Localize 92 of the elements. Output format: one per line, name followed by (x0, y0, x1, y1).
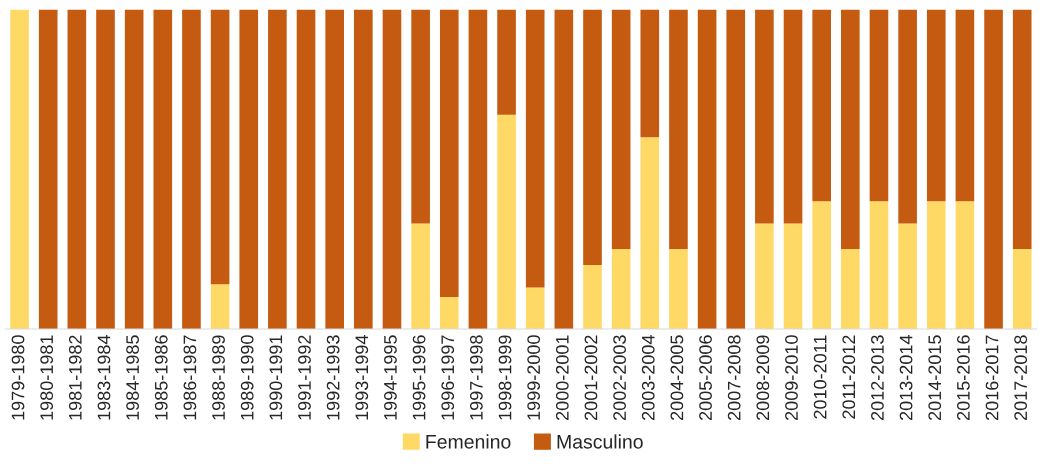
x-tick-label: 2015-2016 (956, 335, 970, 420)
x-tick-label: 2013-2014 (899, 335, 913, 420)
x-tick-label: 1989-1990 (240, 335, 254, 420)
bar (869, 201, 889, 329)
x-tick-label: 2003-2004 (641, 335, 655, 420)
bar (926, 9, 946, 202)
x-tick-label: 2017-2018 (1014, 335, 1028, 420)
bar (354, 9, 373, 329)
bar (38, 9, 58, 329)
bar (210, 9, 230, 285)
bar (1012, 249, 1032, 329)
bar (955, 201, 975, 329)
x-tick-label: 2001-2002 (584, 335, 598, 420)
bar (439, 9, 459, 298)
x-tick-label: 1997-1998 (469, 335, 483, 420)
bar (96, 9, 115, 329)
x-tick-label: 1993-1994 (355, 335, 369, 420)
x-tick-label: 2002-2003 (613, 335, 626, 420)
x-tick-label: 2004-2005 (670, 335, 684, 420)
x-tick-label: 2016-2017 (985, 335, 999, 420)
x-tick-label: 2011-2012 (842, 335, 856, 419)
bar (67, 9, 87, 329)
bar (554, 9, 574, 329)
bar (583, 9, 602, 266)
bar (669, 9, 688, 250)
bar (869, 9, 889, 202)
x-tick-label: 2012-2013 (871, 335, 884, 420)
bar (726, 9, 746, 329)
bar (497, 9, 516, 115)
bar (382, 9, 402, 329)
bar (812, 201, 831, 329)
bar (1012, 9, 1032, 250)
x-tick-label: 2010-2011 (813, 335, 827, 419)
x-tick-label: 1981-1982 (68, 335, 82, 420)
x-tick-label: 2007-2008 (727, 335, 741, 420)
bar (783, 9, 803, 224)
x-tick-label: 2008-2009 (756, 335, 770, 420)
bar (898, 9, 917, 224)
bar (411, 9, 430, 224)
bar (755, 9, 774, 224)
bar (411, 223, 430, 329)
bar (669, 249, 688, 329)
bar (640, 9, 660, 138)
bar (10, 9, 29, 329)
x-tick-label: 1995-1996 (412, 335, 426, 420)
bar (239, 9, 259, 329)
bar (525, 9, 545, 288)
bar (755, 223, 774, 329)
bar (497, 114, 516, 329)
bar (955, 9, 975, 202)
bar (841, 9, 860, 250)
x-tick-label: 2000-2001 (555, 335, 569, 420)
bar (697, 9, 717, 329)
x-tick-label: 1984-1985 (126, 335, 139, 420)
bar (611, 249, 631, 329)
bar (841, 249, 860, 329)
bar (325, 9, 344, 329)
bar (296, 9, 316, 329)
x-tick-label: 1992-1993 (326, 335, 340, 420)
bar (153, 9, 173, 329)
x-tick-label: 1979-1980 (11, 335, 25, 420)
bar (926, 201, 946, 329)
bar (124, 9, 144, 329)
x-tick-label: 1998-1999 (498, 335, 512, 420)
x-tick-label: 1994-1995 (384, 335, 397, 420)
x-tick-label: 1991-1992 (298, 335, 311, 420)
x-tick-label: 1986-1987 (183, 335, 197, 420)
legend-label: Masculino (557, 434, 643, 449)
x-tick-label: 1990-1991 (269, 335, 283, 420)
bar (525, 287, 545, 329)
x-tick-label: 2014-2015 (928, 335, 942, 420)
bar (182, 9, 201, 329)
x-tick-label: 1988-1989 (212, 335, 225, 420)
legend-label: Femenino (426, 434, 511, 449)
bar (898, 223, 917, 329)
bar (783, 223, 803, 329)
bar (439, 297, 459, 329)
x-tick-label: 2005-2006 (699, 335, 712, 420)
bar (640, 137, 660, 329)
x-tick-label: 1980-1981 (40, 335, 54, 420)
bar (984, 9, 1003, 329)
x-tick-label: 1983-1984 (97, 335, 111, 420)
bar (611, 9, 631, 250)
x-tick-label: 1996-1997 (441, 335, 455, 420)
bar (268, 9, 287, 329)
x-tick-label: 1999-2000 (527, 335, 541, 420)
bar (583, 265, 602, 329)
bar (812, 9, 831, 202)
bar (210, 284, 230, 329)
bar (468, 9, 488, 329)
x-tick-label: 2009-2010 (785, 335, 798, 420)
x-tick-label: 1985-1986 (154, 335, 168, 420)
